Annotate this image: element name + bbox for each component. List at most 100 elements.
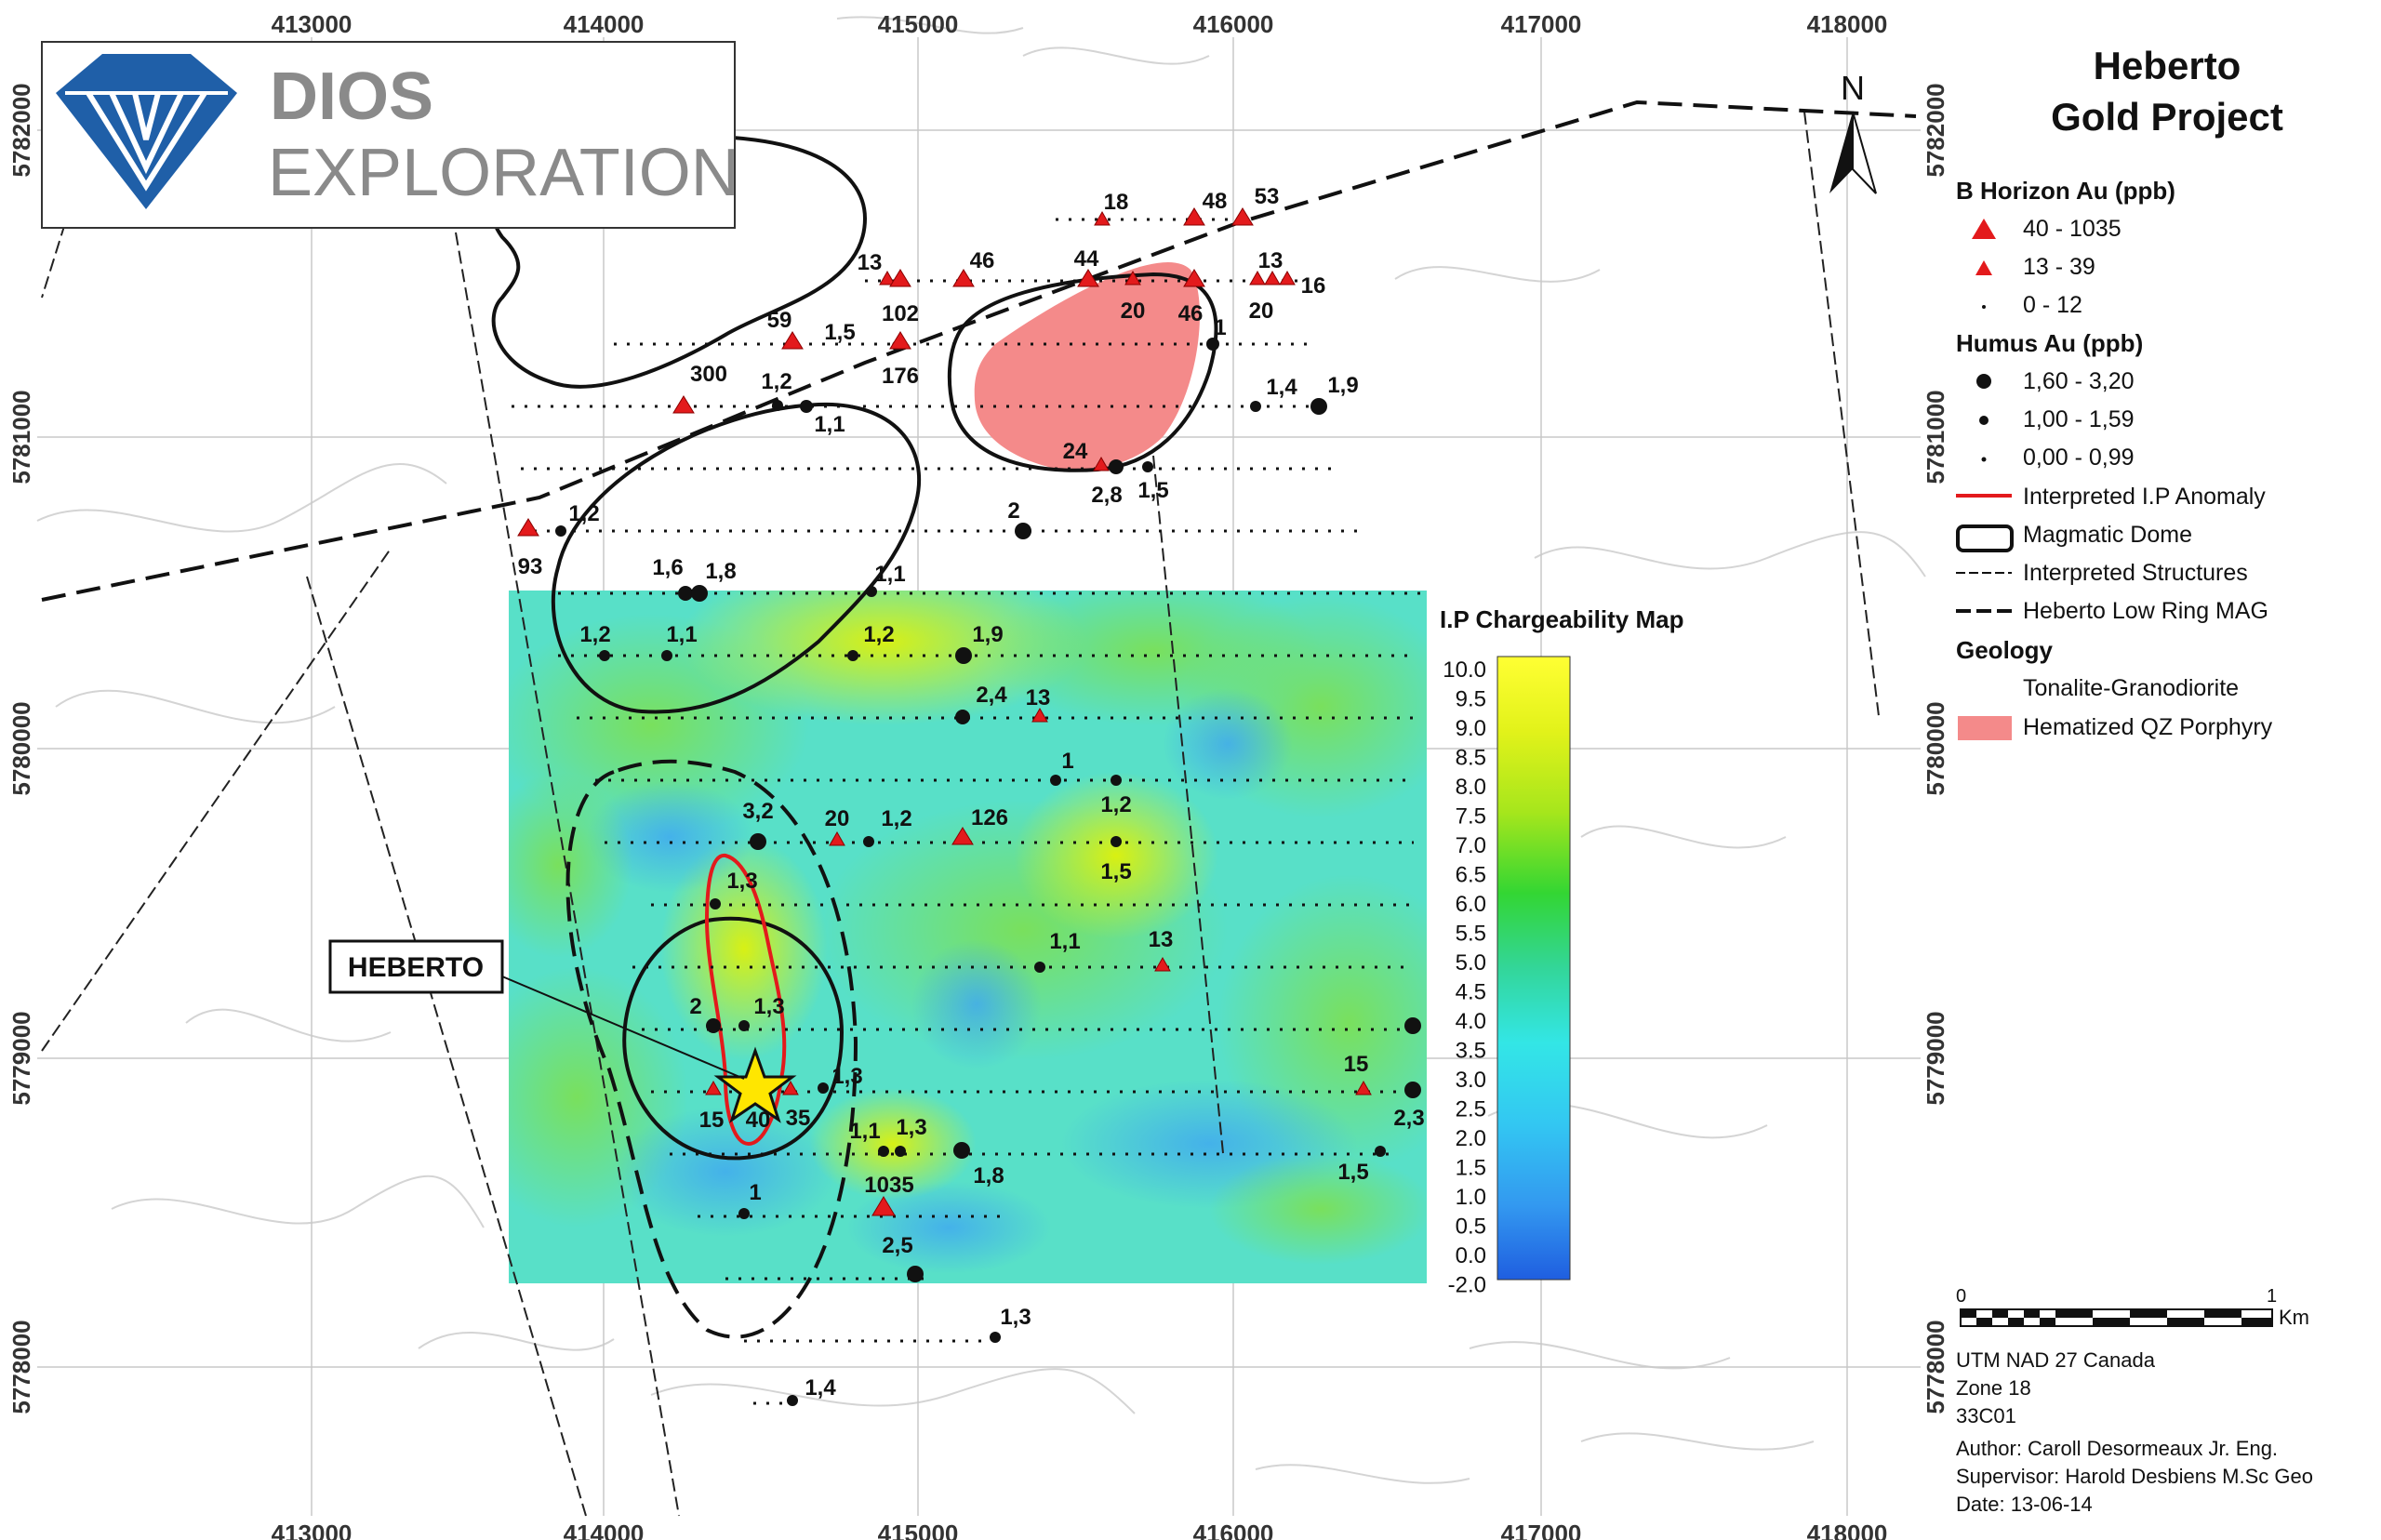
svg-text:416000: 416000: [1193, 1520, 1274, 1540]
map-title-line2: Gold Project: [2051, 95, 2283, 139]
sample-value-label: 15: [699, 1108, 725, 1133]
svg-text:1,00 - 1,59: 1,00 - 1,59: [2023, 406, 2135, 432]
heberto-leader-line: [501, 976, 745, 1080]
sample-value-label: 1,8: [973, 1163, 1004, 1188]
sample-value-label: 18: [1104, 190, 1129, 215]
sample-value-label: 1,3: [753, 994, 784, 1019]
logo-word-dios: DIOS: [270, 60, 433, 134]
svg-text:1,60 - 3,20: 1,60 - 3,20: [2023, 368, 2135, 394]
sample-value-label: 93: [518, 554, 543, 579]
sample-value-label: 1,3: [1000, 1305, 1031, 1330]
sample-value-label: 1: [749, 1180, 761, 1205]
sample-value-label: 1: [1214, 315, 1226, 340]
legend-b-horizon-head: B Horizon Au (ppb): [1956, 177, 2175, 205]
sample-value-label: 1,6: [652, 555, 683, 580]
svg-text:Zone 18: Zone 18: [1956, 1376, 2031, 1400]
sample-value-label: 13: [858, 250, 883, 275]
heberto-low-ring-mag: [41, 100, 1917, 1339]
sample-value-label: 1,4: [1266, 375, 1297, 400]
legend-dot-tiny: [1982, 305, 1986, 309]
sample-value-label: 1,2: [761, 369, 791, 394]
colorbar-tick-label: 8.5: [1456, 746, 1486, 771]
svg-text:UTM NAD 27 Canada: UTM NAD 27 Canada: [1956, 1348, 2156, 1372]
sample-value-label: 126: [971, 805, 1008, 830]
colorbar-tick-label: 5.0: [1456, 950, 1486, 976]
svg-text:0 - 12: 0 - 12: [2023, 292, 2082, 318]
sample-value-label: 1,3: [896, 1115, 926, 1140]
svg-text:Km: Km: [2279, 1306, 2309, 1329]
sample-value-label: 13: [1026, 685, 1051, 710]
sample-value-label: 1,5: [824, 320, 855, 345]
svg-text:Interpreted Structures: Interpreted Structures: [2023, 560, 2248, 586]
sample-value-label: 2,3: [1393, 1106, 1424, 1131]
sample-value-label: 48: [1203, 189, 1228, 214]
sample-value-label: 53: [1255, 184, 1280, 209]
svg-text:Magmatic Dome: Magmatic Dome: [2023, 522, 2192, 548]
sample-value-label: 1,5: [1137, 478, 1168, 503]
colorbar-tick-label: 2.0: [1456, 1126, 1486, 1151]
legend-geology-head: Geology: [1956, 636, 2054, 664]
ip-colorbar: I.P Chargeability Map 10.0 9.5 9.0 8.5 8.0 7.…: [1440, 605, 1683, 1298]
svg-text:413000: 413000: [272, 10, 352, 38]
svg-text:5781000: 5781000: [1922, 390, 1949, 484]
sample-value-label: 13: [1149, 927, 1174, 952]
svg-text:418000: 418000: [1807, 1520, 1888, 1540]
sample-value-label: 40: [746, 1108, 771, 1133]
sample-value-label: 1: [1061, 749, 1073, 774]
svg-text:5779000: 5779000: [7, 1011, 35, 1105]
sample-value-label: 1,2: [881, 806, 911, 831]
map-title-line1: Heberto: [2094, 44, 2241, 87]
legend-humus-head: Humus Au (ppb): [1956, 329, 2143, 357]
diamond-logo-icon: [56, 54, 237, 209]
colorbar-tick-label: 3.0: [1456, 1068, 1486, 1093]
sample-value-label: 102: [882, 301, 919, 326]
svg-text:5778000: 5778000: [7, 1320, 35, 1414]
legend-dot-large: [1976, 374, 1991, 389]
sample-value-label: 1,2: [579, 622, 610, 647]
colorbar-tick-label: 5.5: [1456, 922, 1486, 947]
svg-text:5779000: 5779000: [1922, 1011, 1949, 1105]
legend-dome-box: [1956, 524, 2014, 552]
svg-text:5780000: 5780000: [1922, 701, 1949, 795]
svg-text:0: 0: [1956, 1286, 1966, 1307]
sample-value-label: 46: [1178, 301, 1204, 326]
svg-text:Author: Caroll Desormeaux Jr.: Author: Caroll Desormeaux Jr. Eng.: [1956, 1437, 2278, 1460]
svg-text:5782000: 5782000: [7, 83, 35, 177]
north-arrow-icon: N: [1829, 69, 1877, 194]
svg-text:417000: 417000: [1501, 10, 1582, 38]
svg-text:Date: 13-06-14: Date: 13-06-14: [1956, 1493, 2093, 1516]
sample-value-label: 1,2: [568, 501, 599, 526]
hematized-porphyry-area: [974, 261, 1200, 471]
legend: B Horizon Au (ppb) 40 - 1035 13 - 39 0 -…: [1956, 177, 2273, 740]
colorbar-tick-label: 7.5: [1456, 804, 1486, 830]
colorbar-tick-label: 10.0: [1443, 657, 1486, 683]
sample-value-label: 1,5: [1337, 1160, 1368, 1185]
colorbar-tick-label: 0.5: [1456, 1215, 1486, 1240]
svg-text:Supervisor: Harold Desbiens M.: Supervisor: Harold Desbiens M.Sc Geo: [1956, 1465, 2313, 1488]
sample-value-label: 20: [1249, 299, 1274, 324]
sample-value-label: 20: [1121, 299, 1146, 324]
svg-text:5780000: 5780000: [7, 701, 35, 795]
legend-dot-medium: [1979, 416, 1989, 425]
colorbar-tick-label: -2.0: [1448, 1273, 1486, 1298]
sample-value-label: 20: [825, 806, 850, 831]
colorbar-tick-label: 4.5: [1456, 980, 1486, 1005]
svg-text:415000: 415000: [878, 1520, 959, 1540]
sample-value-label: 1,9: [972, 622, 1003, 647]
legend-dot-small: [1981, 457, 1987, 462]
svg-text:416000: 416000: [1193, 10, 1274, 38]
svg-text:Tonalite-Granodiorite: Tonalite-Granodiorite: [2023, 675, 2239, 701]
heberto-label: HEBERTO: [348, 952, 484, 983]
colorbar-tick-label: 6.5: [1456, 863, 1486, 888]
heberto-label-box: [328, 939, 504, 994]
sample-value-label: 300: [690, 362, 727, 387]
sample-value-label: 1,3: [726, 869, 757, 894]
humus-samples: [555, 338, 1421, 1406]
sample-value-label: 1,9: [1327, 373, 1358, 398]
sample-value-labels: 18 48 53 13 46 44 13 16 102 20 46 20 59 1,5 176 1 1,2 300…: [518, 184, 1425, 1401]
colorbar-tick-label: 4.0: [1456, 1009, 1486, 1034]
sample-value-label: 2,5: [882, 1233, 912, 1258]
scale-bar: 0 1 Km: [1956, 1286, 2309, 1329]
northing-labels-left: 5782000 5781000 5780000 5779000 5778000: [7, 83, 35, 1414]
sample-value-label: 1,2: [1100, 792, 1131, 817]
